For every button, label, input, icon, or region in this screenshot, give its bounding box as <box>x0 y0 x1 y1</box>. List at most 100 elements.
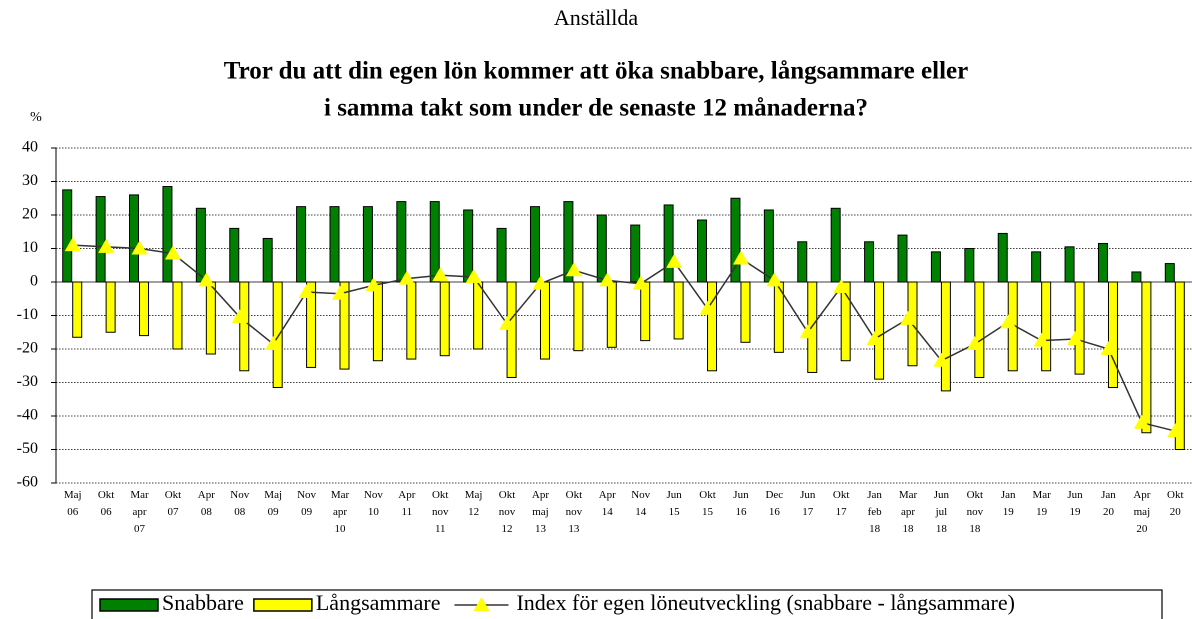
x-tick-label: Nov 14 <box>631 489 650 518</box>
x-tick-label: Okt nov 11 <box>432 489 449 535</box>
bar <box>1107 281 1118 389</box>
chart-title: Anställda <box>554 5 639 30</box>
bar <box>974 281 985 378</box>
bar <box>262 237 273 283</box>
x-tick-label: Mar apr 10 <box>331 489 350 535</box>
marker <box>465 268 482 283</box>
bar <box>864 241 875 283</box>
x-tick-label: Apr maj 13 <box>532 489 549 535</box>
x-tick-label: Okt 20 <box>1167 489 1184 518</box>
marker <box>1100 341 1117 355</box>
bar <box>1131 271 1142 283</box>
marker <box>64 237 81 252</box>
bar <box>172 281 183 350</box>
bar <box>406 281 417 360</box>
bar <box>874 281 885 380</box>
x-tick-label: Mar 19 <box>1032 489 1051 518</box>
marker <box>332 285 348 300</box>
y-tick-label: -20 <box>17 340 38 357</box>
bar <box>630 224 641 283</box>
bar <box>573 281 584 352</box>
chart-subtitle: Tror du att din egen lön kommer att öka … <box>224 58 968 85</box>
y-tick-label: -10 <box>17 306 38 323</box>
marker <box>198 272 215 287</box>
line <box>72 244 1176 432</box>
bar <box>429 201 440 283</box>
bar <box>396 201 407 283</box>
x-tick-label: Dec 16 <box>765 489 783 518</box>
bar <box>596 214 607 283</box>
bar <box>229 227 240 283</box>
bar <box>195 207 206 283</box>
bar <box>496 227 507 283</box>
bar <box>129 194 140 283</box>
y-tick-label: -60 <box>17 474 38 491</box>
x-tick-label: Maj 12 <box>465 489 483 518</box>
x-tick-label: Okt nov 12 <box>499 489 516 535</box>
x-tick-label: Okt 17 <box>833 489 850 518</box>
bar <box>707 281 718 372</box>
bar <box>306 281 317 368</box>
bar <box>663 204 674 283</box>
y-tick-label: 10 <box>22 239 38 256</box>
x-tick-label: Okt 06 <box>98 489 115 518</box>
bar <box>797 241 808 283</box>
marker <box>1067 330 1084 345</box>
x-tick-label: Jun 15 <box>666 489 682 518</box>
x-tick-label: Jun 17 <box>800 489 816 518</box>
bar <box>1074 281 1085 375</box>
bar <box>72 281 83 338</box>
marker <box>632 275 649 290</box>
x-tick-label: Jun jul 18 <box>934 489 950 535</box>
bar <box>473 281 484 350</box>
bar <box>840 281 851 362</box>
y-tick-label: 20 <box>22 206 38 223</box>
x-tick-label: Nov 09 <box>297 489 316 518</box>
x-tick-label: Jan 20 <box>1101 489 1116 518</box>
marker <box>833 279 850 294</box>
x-tick-label: Maj 06 <box>64 489 82 518</box>
marker <box>298 284 315 299</box>
marker <box>866 330 883 345</box>
bar <box>239 281 250 372</box>
bar <box>763 209 774 283</box>
bar <box>930 251 941 283</box>
legend-marker <box>473 597 490 611</box>
legend-swatch <box>99 598 159 612</box>
marker <box>398 270 415 285</box>
y-tick-label: 30 <box>22 172 38 189</box>
bar <box>606 281 617 348</box>
marker <box>799 324 816 339</box>
bar <box>463 209 474 283</box>
x-tick-label: Okt nov 18 <box>967 489 984 535</box>
bar <box>1031 251 1042 283</box>
bar <box>329 206 340 283</box>
marker <box>933 352 950 367</box>
marker <box>966 335 983 350</box>
marker <box>499 315 516 330</box>
bar <box>372 281 383 362</box>
bar <box>162 186 173 283</box>
marker <box>599 272 616 287</box>
marker <box>1167 423 1184 438</box>
bar <box>1174 281 1185 450</box>
y-axis-label: % <box>30 110 42 125</box>
bar <box>205 281 216 355</box>
bar <box>697 219 708 283</box>
bar <box>95 196 106 283</box>
bar <box>272 281 283 389</box>
y-tick-label: 0 <box>30 273 38 290</box>
y-tick-label: -30 <box>17 373 38 390</box>
marker <box>98 238 115 253</box>
y-tick-label: -50 <box>17 440 38 457</box>
x-tick-label: Apr 08 <box>198 489 215 518</box>
marker <box>1133 414 1150 429</box>
bar <box>539 281 550 360</box>
bar <box>1064 246 1075 283</box>
legend-box <box>91 589 1163 619</box>
bar <box>1141 281 1152 434</box>
marker <box>532 275 549 290</box>
bar <box>897 234 908 283</box>
